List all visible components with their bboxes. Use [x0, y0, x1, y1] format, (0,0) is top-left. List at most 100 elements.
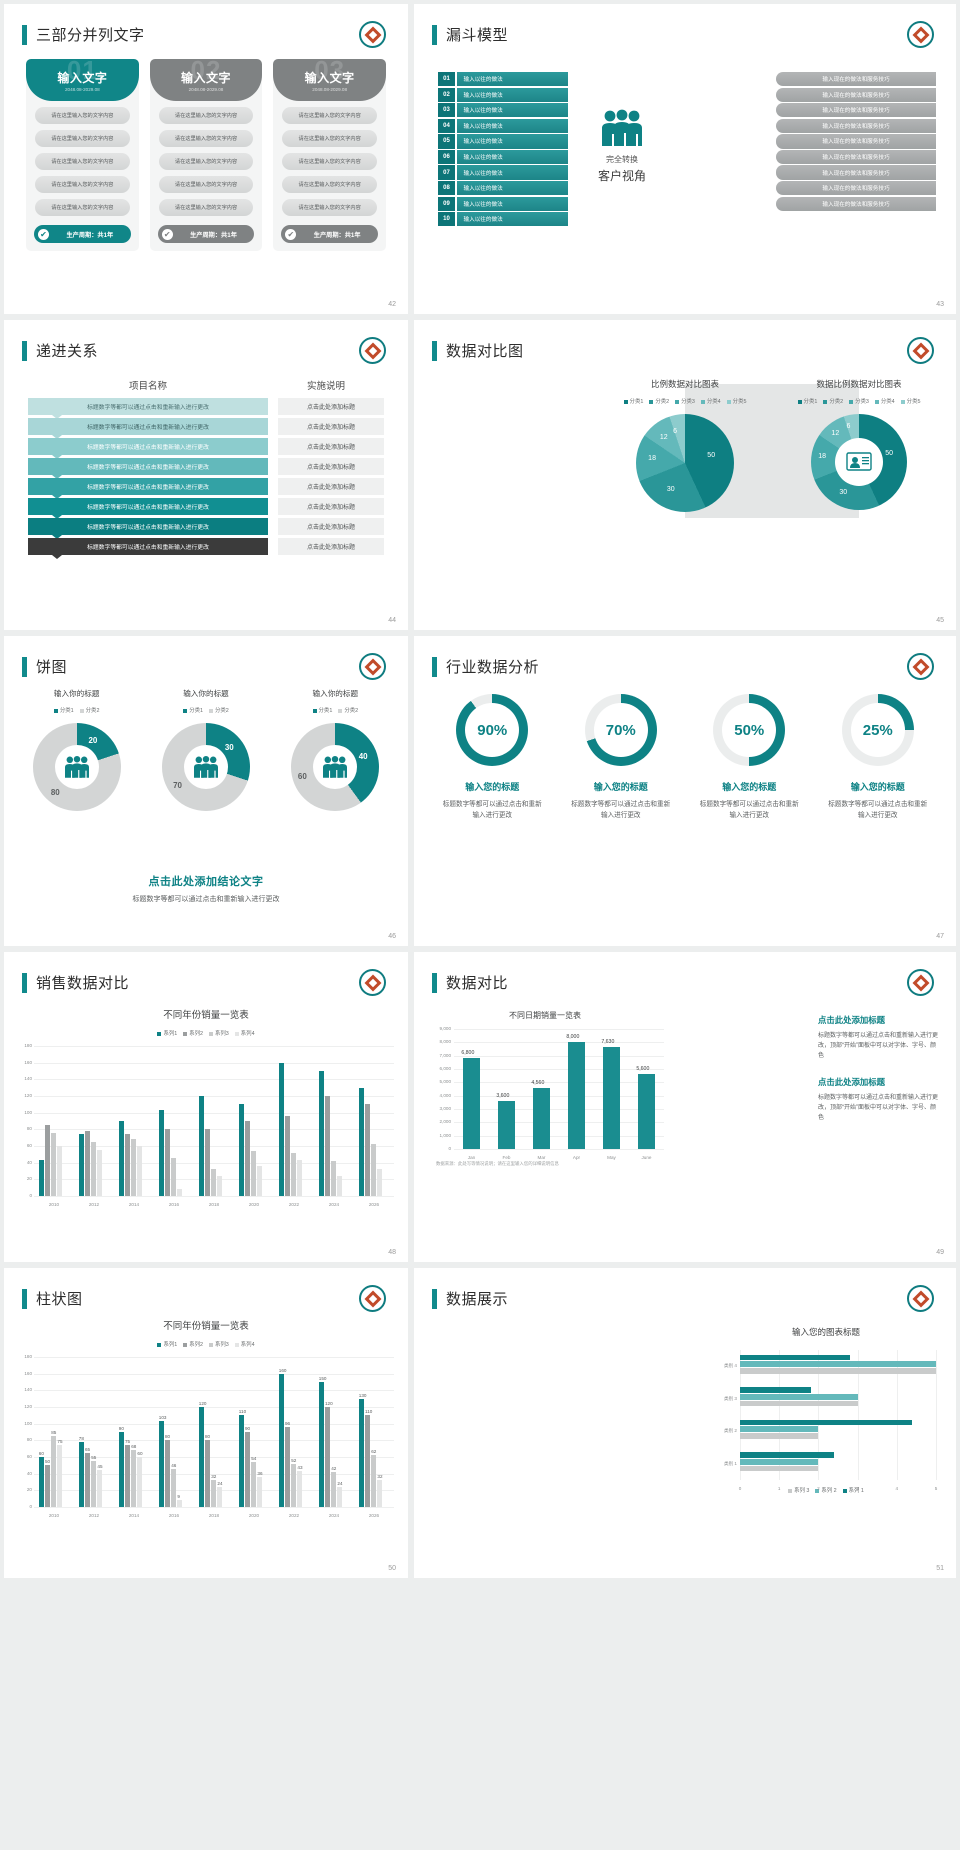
list-item[interactable]: 请在这里输入您的文字内容: [158, 130, 254, 147]
bar: [740, 1433, 819, 1439]
funnel-right-row[interactable]: 输入现在的做法和服务技巧: [776, 87, 936, 102]
list-item[interactable]: 请在这里输入您的文字内容: [35, 199, 130, 216]
list-item[interactable]: 请在这里输入您的文字内容: [35, 107, 130, 124]
bar: [165, 1440, 171, 1507]
ring-panel[interactable]: 70% 输入您的标题 标题数字等都可以通过点击和重新输入进行更改: [557, 694, 686, 822]
legend-item: 分类1: [53, 706, 74, 714]
funnel-right-row[interactable]: 输入现在的做法和服务技巧: [776, 72, 936, 87]
x-axis-tick: Feb: [502, 1155, 511, 1160]
table-row[interactable]: 标题数字等都可以通过点击和重新输入进行更改 点击此处添加标题: [28, 478, 384, 499]
bar-value-label: 160: [278, 1367, 287, 1373]
funnel-right-row[interactable]: 输入现在的做法和服务技巧: [776, 103, 936, 118]
funnel-row-label: 输入以往的做法: [456, 72, 568, 87]
donut-value-label: 40: [358, 752, 368, 762]
slide-thumbnail-48[interactable]: 销售数据对比 不同年份销量一览表 系列1 系列2 系列3 系列4 0 20 40 60…: [4, 952, 408, 1262]
donut-panel[interactable]: 输入你的标题 分类1 分类2 30 70: [141, 688, 270, 811]
legend-item: 分类2: [79, 706, 99, 714]
list-item[interactable]: 请在这里输入您的文字内容: [282, 176, 378, 193]
funnel-right-row[interactable]: 输入现在的做法和服务技巧: [776, 196, 936, 211]
list-item[interactable]: 请在这里输入您的文字内容: [158, 199, 254, 216]
percentage-rings: 90% 输入您的标题 标题数字等都可以通过点击和重新输入进行更改 70% 输入您…: [428, 694, 942, 822]
slide-thumbnail-50[interactable]: 柱状图 不同年份销量一览表 系列1 系列2 系列3 系列4 0 20 40 60 80…: [4, 1268, 408, 1578]
bar-chart-49[interactable]: 不同日期销量一览表 0 1,000 2,000 3,000 4,000 5,00…: [420, 1010, 670, 1167]
list-item[interactable]: 请在这里输入您的文字内容: [35, 130, 130, 147]
x-axis-tick: 2012: [88, 1202, 100, 1207]
doughnut-chart-panel[interactable]: 数据比例数据对比图表 分类1 分类2 分类3 分类4 分类5 50 30 18 12 6: [772, 378, 946, 512]
funnel-row[interactable]: 03 输入以往的做法: [438, 103, 568, 118]
bar: [365, 1104, 371, 1196]
list-item[interactable]: 请在这里输入您的文字内容: [158, 153, 254, 170]
list-item[interactable]: 请在这里输入您的文字内容: [282, 107, 378, 124]
column-card[interactable]: 01 输入文字 2048.08-2029.08 请在这里输入您的文字内容 请在这…: [26, 59, 139, 251]
table-row[interactable]: 标题数字等都可以通过点击和重新输入进行更改 点击此处添加标题: [28, 518, 384, 539]
funnel-row[interactable]: 02 输入以往的做法: [438, 87, 568, 102]
bar-value-label: 36: [257, 1471, 263, 1476]
bar-value-label: 32: [377, 1474, 383, 1480]
funnel-row[interactable]: 08 输入以往的做法: [438, 181, 568, 196]
y-axis-tick: 20: [26, 1487, 32, 1493]
list-item[interactable]: 请在这里输入您的文字内容: [158, 107, 254, 124]
funnel-row[interactable]: 06 输入以往的做法: [438, 149, 568, 165]
ring-panel[interactable]: 90% 输入您的标题 标题数字等都可以通过点击和重新输入进行更改: [428, 694, 557, 822]
legend-item: 分类1: [312, 706, 332, 714]
table-row[interactable]: 标题数字等都可以通过点击和重新输入进行更改 点击此处添加标题: [28, 398, 384, 419]
bar: [51, 1132, 57, 1196]
ring-title: 输入您的标题: [465, 782, 520, 792]
table-row[interactable]: 标题数字等都可以通过点击和重新输入进行更改 点击此处添加标题: [28, 458, 384, 479]
list-item[interactable]: 请在这里输入您的文字内容: [35, 176, 130, 193]
slide-thumbnail-43[interactable]: 漏斗模型 01 输入以往的做法 02 输入以往的做法 03 输入以往的做法 04…: [414, 4, 956, 314]
bar-chart-50[interactable]: 不同年份销量一览表 系列1 系列2 系列3 系列4 0 20 40 60 80 100…: [4, 1318, 408, 1518]
hbar-chart-51[interactable]: 输入您的图表标题 0 1 2 3 4 5 类别 1 类别 2 类别 3 类别 4 系列 …: [706, 1326, 946, 1503]
list-item[interactable]: 请在这里输入您的文字内容: [158, 176, 254, 193]
slide-thumbnail-46[interactable]: 饼图 输入你的标题 分类1 分类2 20 80: [4, 636, 408, 946]
slide-number: 49: [936, 1249, 944, 1256]
list-item[interactable]: 请在这里输入您的文字内容: [282, 130, 378, 147]
ring-description: 标题数字等都可以通过点击和重新输入进行更改: [442, 801, 542, 819]
gridline: [34, 1162, 394, 1164]
table-row[interactable]: 标题数字等都可以通过点击和重新输入进行更改 点击此处添加标题: [28, 498, 384, 519]
funnel-right-row[interactable]: 输入现在的做法和服务技巧: [776, 149, 936, 165]
table-row[interactable]: 标题数字等都可以通过点击和重新输入进行更改 点击此处添加标题: [28, 538, 384, 559]
slide-thumbnail-42[interactable]: 三部分并列文字 01 输入文字 2048.08-2029.08 请在这里输入您的…: [4, 4, 408, 314]
list-item[interactable]: 请在这里输入您的文字内容: [282, 199, 378, 216]
funnel-right-row[interactable]: 输入现在的做法和服务技巧: [776, 134, 936, 149]
slide-thumbnail-47[interactable]: 行业数据分析 90% 输入您的标题 标题数字等都可以通过点击和重新输入进行更改 …: [414, 636, 956, 946]
list-item[interactable]: 请在这里输入您的文字内容: [35, 153, 130, 170]
funnel-row[interactable]: 01 输入以往的做法: [438, 72, 568, 87]
pie-chart-panel[interactable]: 比例数据对比图表 分类1 分类2 分类3 分类4 分类5 50 30 18 12 6: [598, 378, 772, 512]
table-row[interactable]: 标题数字等都可以通过点击和重新输入进行更改 点击此处添加标题: [28, 418, 384, 439]
slide-thumbnail-51[interactable]: 数据展示 输入您的图表标题 0 1 2 3 4 5 类别 1 类别 2 类别 3 类别 …: [414, 1268, 956, 1578]
funnel-right-row[interactable]: 输入现在的做法和服务技巧: [776, 165, 936, 180]
x-axis-tick: 0: [738, 1486, 742, 1491]
column-subheading: 2048.08-2029.08: [312, 86, 348, 92]
funnel-right-row[interactable]: 输入现在的做法和服务技巧: [776, 118, 936, 133]
column-card[interactable]: 02 输入文字 2048.08-2029.08 请在这里输入您的文字内容 请在这…: [149, 59, 263, 251]
bar-value-label: 50: [45, 1459, 51, 1465]
funnel-row[interactable]: 04 输入以往的做法: [438, 118, 568, 133]
ring-panel[interactable]: 25% 输入您的标题 标题数字等都可以通过点击和重新输入进行更改: [814, 694, 943, 822]
bar-value-label: 120: [198, 1401, 207, 1406]
bar: [205, 1440, 211, 1507]
funnel-row[interactable]: 09 输入以往的做法: [438, 196, 568, 211]
list-item[interactable]: 请在这里输入您的文字内容: [282, 153, 378, 170]
funnel-right-row[interactable]: 输入现在的做法和服务技巧: [776, 181, 936, 196]
y-axis-tick: 3,000: [439, 1106, 452, 1111]
funnel-row-number: 06: [438, 149, 455, 165]
funnel-row-number: 04: [438, 118, 455, 133]
funnel-row[interactable]: 10 输入以往的做法: [438, 212, 568, 227]
bar-chart-48[interactable]: 不同年份销量一览表 系列1 系列2 系列3 系列4 0 20 40 60 80 100…: [4, 1007, 408, 1207]
ring-percent-label: 70%: [605, 721, 636, 739]
table-row[interactable]: 标题数字等都可以通过点击和重新输入进行更改 点击此处添加标题: [28, 438, 384, 459]
ring-panel[interactable]: 50% 输入您的标题 标题数字等都可以通过点击和重新输入进行更改: [685, 694, 814, 822]
donut-panel[interactable]: 输入你的标题 分类1 分类2 20 80: [12, 688, 141, 811]
brand-logo-icon: [359, 1285, 386, 1312]
donut-panel[interactable]: 输入你的标题 分类1 分类2 40 60: [271, 688, 400, 811]
column-card[interactable]: 03 输入文字 2048.08-2029.08 请在这里输入您的文字内容 请在这…: [273, 59, 387, 251]
funnel-row[interactable]: 07 输入以往的做法: [438, 165, 568, 180]
pie-slice-label: 18: [648, 454, 656, 462]
slide-thumbnail-44[interactable]: 递进关系 项目名称 实施说明 标题数字等都可以通过点击和重新输入进行更改 点击此…: [4, 320, 408, 630]
slide-thumbnail-49[interactable]: 数据对比 不同日期销量一览表 0 1,000 2,000 3,000 4,000…: [414, 952, 956, 1262]
bar-value-label: 6,800: [461, 1050, 475, 1057]
slide-thumbnail-45[interactable]: 数据对比图 比例数据对比图表 分类1 分类2 分类3 分类4 分类5 50 30 18 12 6…: [414, 320, 956, 630]
funnel-row[interactable]: 05 输入以往的做法: [438, 134, 568, 149]
